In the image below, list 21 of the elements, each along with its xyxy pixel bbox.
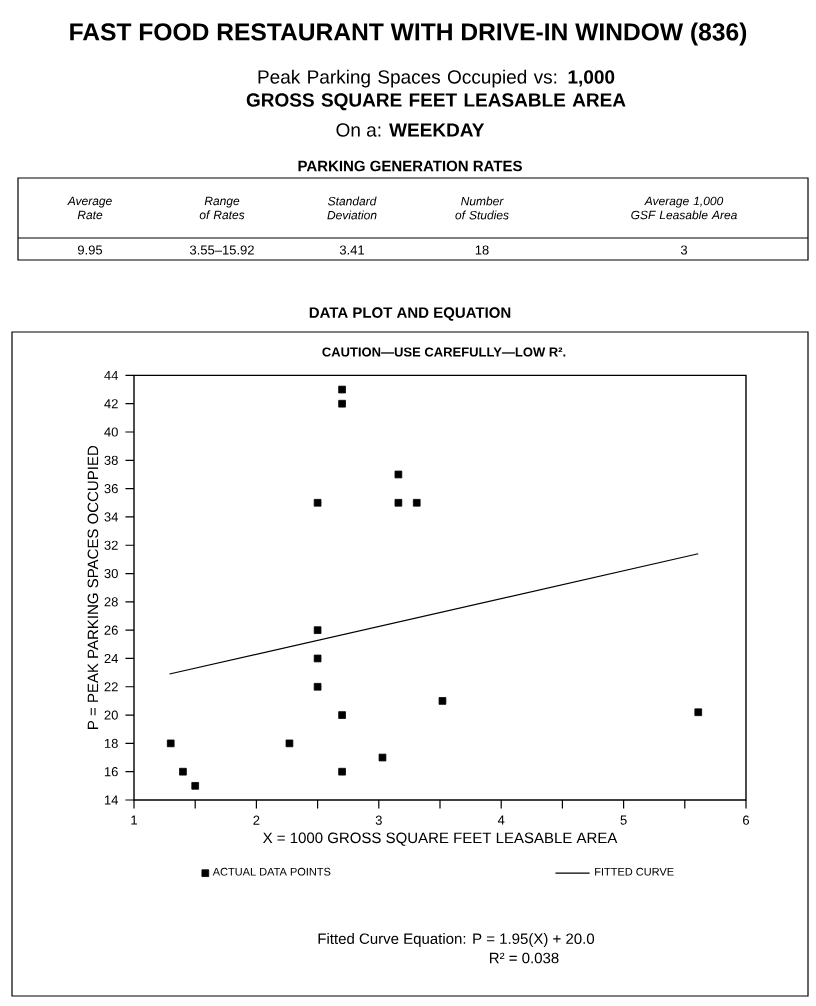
chart-subtitle: Peak Parking Spaces Occupied vs: 1,000 GROSS SQUARE FEET LEASABLE AREA: [246, 69, 626, 111]
point: [438, 697, 447, 705]
point: [313, 654, 322, 663]
chart-title: FAST FOOD RESTAURANT WITH DRIVE-IN WINDOW (836): [70, 22, 747, 46]
point: [338, 711, 346, 719]
point: [166, 739, 175, 748]
point: [313, 682, 322, 691]
point: [191, 782, 199, 790]
point: [394, 470, 403, 479]
point: [412, 498, 421, 507]
text: On a: WEEKDAY: [336, 123, 485, 137]
point: [694, 708, 703, 717]
point: [313, 626, 322, 634]
point: [338, 399, 346, 408]
point: [179, 767, 187, 776]
point: [378, 753, 387, 762]
point: [338, 767, 346, 776]
point: [285, 739, 294, 748]
point: [394, 498, 403, 507]
point: [338, 385, 346, 394]
point: [313, 498, 322, 507]
